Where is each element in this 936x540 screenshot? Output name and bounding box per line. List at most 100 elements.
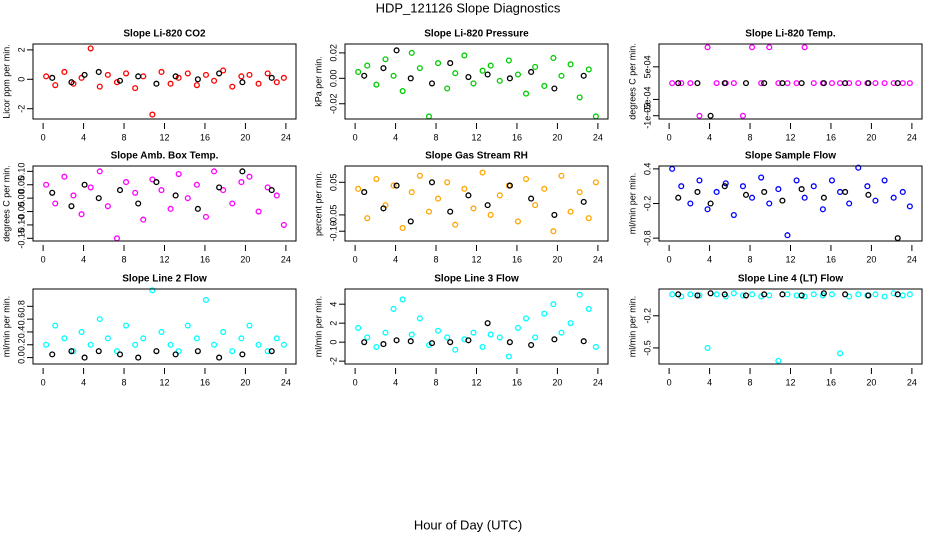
point [864, 183, 871, 190]
point [264, 348, 271, 355]
panel-title: Slope Li-820 CO2 [123, 29, 206, 40]
point [687, 80, 694, 87]
x-tick-label: 12 [159, 377, 169, 387]
y-axis-label: ml/min per min. [1, 296, 11, 358]
x-tick-label: 12 [785, 377, 795, 387]
point [202, 71, 210, 78]
point [268, 348, 275, 355]
point [899, 80, 906, 87]
x-tick-label: 12 [471, 132, 481, 142]
point [749, 291, 756, 298]
point [899, 292, 906, 299]
point [447, 339, 454, 346]
point [465, 337, 472, 344]
plot-frame [344, 288, 609, 365]
point [444, 85, 451, 92]
point [675, 291, 682, 298]
panel-title: Slope Li-820 Pressure [424, 29, 529, 40]
point [104, 335, 111, 342]
point [828, 291, 836, 298]
point [428, 179, 436, 186]
point [694, 292, 701, 299]
point [721, 183, 728, 190]
x-tick-label: 12 [471, 377, 481, 387]
point [730, 211, 737, 219]
point [87, 45, 94, 52]
point [132, 85, 139, 92]
point [95, 68, 102, 75]
point [175, 74, 182, 81]
x-tick-label: 24 [907, 132, 917, 142]
point [707, 112, 714, 119]
point [380, 65, 387, 72]
point [487, 62, 494, 69]
point [238, 73, 245, 80]
point [123, 322, 130, 329]
x-tick-label: 8 [748, 377, 753, 387]
x-tick-label: 0 [353, 377, 358, 387]
point [408, 189, 415, 196]
point [239, 168, 246, 175]
point [132, 341, 139, 348]
point [113, 348, 121, 355]
point [216, 354, 223, 361]
y-tick-label: -0.10 [328, 221, 338, 242]
point [428, 80, 436, 87]
point [70, 348, 77, 355]
point [784, 80, 791, 87]
point [894, 80, 901, 87]
point [761, 80, 768, 87]
x-tick-label: 16 [512, 377, 522, 387]
point [425, 113, 433, 120]
point [238, 179, 245, 186]
point [407, 75, 414, 82]
x-tick-label: 12 [159, 132, 169, 142]
plot-frame [32, 288, 297, 365]
panel-title: Slope Line 2 Flow [122, 274, 207, 285]
x-tick-label: 4 [393, 377, 398, 387]
point [175, 170, 182, 178]
point [116, 351, 124, 358]
panel-title: Slope Line 4 (LT) Flow [738, 274, 844, 285]
point [393, 182, 400, 189]
point [68, 203, 75, 210]
point [541, 82, 548, 89]
panel-title: Slope Li-820 Temp. [745, 29, 836, 40]
point [78, 211, 85, 218]
point [872, 197, 879, 204]
point [505, 353, 512, 360]
x-tick-label: 20 [240, 377, 250, 387]
point [194, 348, 201, 355]
point [820, 194, 827, 201]
point [541, 185, 548, 192]
point [87, 341, 94, 348]
point [78, 328, 85, 335]
point [484, 202, 491, 209]
point [837, 350, 844, 357]
point [407, 338, 414, 345]
y-tick-label: 0.8 [16, 300, 26, 313]
point [576, 291, 583, 298]
x-tick-label: 0 [41, 132, 46, 142]
point [506, 182, 513, 189]
point [123, 179, 130, 186]
point [361, 189, 368, 196]
point [696, 292, 703, 299]
point [61, 68, 68, 75]
point [739, 112, 747, 119]
point [865, 292, 872, 299]
point [704, 344, 711, 351]
x-tick-label: 24 [907, 254, 917, 264]
point [470, 80, 477, 87]
y-tick-label: 0.10 [16, 163, 26, 181]
point [470, 329, 477, 336]
point [193, 82, 200, 89]
x-tick-label: 8 [434, 132, 439, 142]
point [532, 202, 539, 209]
point [801, 194, 808, 201]
point [390, 182, 397, 189]
point [842, 80, 849, 87]
x-tick-label: 0 [667, 377, 672, 387]
point [268, 74, 275, 81]
